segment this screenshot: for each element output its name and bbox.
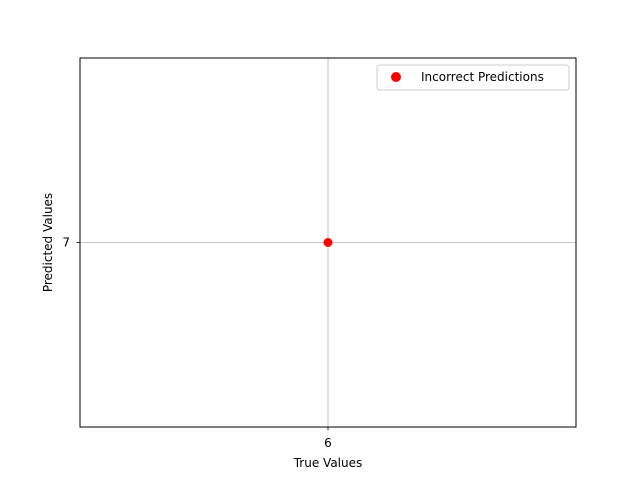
legend-marker-incorrect-predictions [391, 72, 401, 82]
axis-ticks: 67 [62, 236, 331, 451]
legend-frame [376, 64, 570, 91]
x-axis-label: True Values [293, 456, 363, 470]
y-axis-label: Predicted Values [41, 193, 55, 292]
data-point [323, 238, 333, 247]
y-tick-label: 7 [62, 236, 70, 250]
legend-label-incorrect-predictions: Incorrect Predictions [421, 70, 544, 84]
data-points [323, 238, 333, 247]
legend: Incorrect Predictions [376, 64, 570, 91]
x-tick-label: 6 [324, 436, 332, 450]
